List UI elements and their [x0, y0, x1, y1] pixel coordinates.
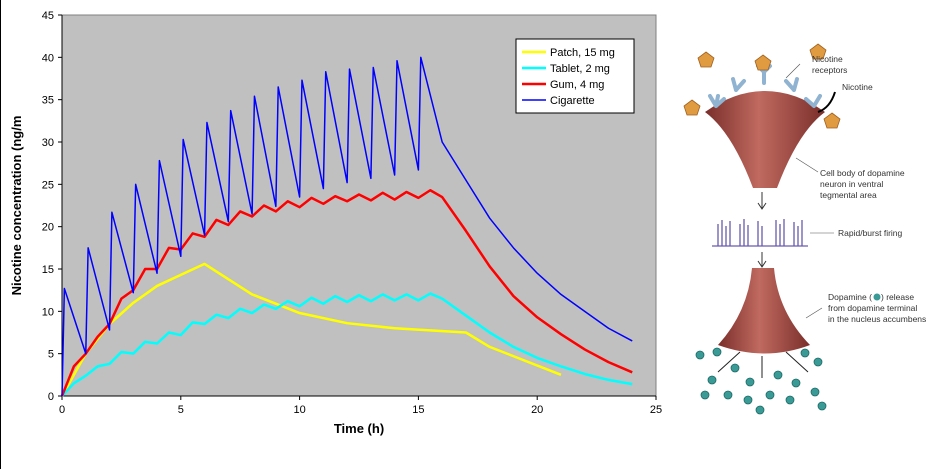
- y-tick-label: 0: [48, 391, 54, 403]
- x-tick-label: 15: [412, 404, 424, 416]
- series-line: [60, 189, 633, 397]
- spike-train: [712, 219, 808, 247]
- cell-body: [705, 91, 825, 188]
- y-tick-label: 20: [42, 222, 54, 234]
- dopamine-icon: [873, 293, 881, 301]
- y-tick-label: 30: [42, 137, 54, 149]
- series-line: [61, 292, 633, 397]
- release-label: ) release: [881, 292, 914, 302]
- release-arrows: [717, 351, 809, 378]
- cell-body-label: tegmental area: [820, 190, 877, 200]
- nicotine-arrow: [817, 91, 836, 113]
- cell-body-label: neuron in ventral: [820, 179, 883, 189]
- legend-label: Tablet, 2 mg: [550, 63, 610, 75]
- legend-label: Gum, 4 mg: [550, 79, 604, 91]
- nicotine-molecules: [683, 43, 841, 129]
- y-tick-label: 25: [42, 179, 54, 191]
- y-tick-label: 35: [42, 95, 54, 107]
- cell-body-label: Cell body of dopamine: [820, 168, 905, 178]
- y-axis-title: Nicotine concentration (ng/m: [9, 116, 24, 296]
- arrow: [757, 192, 767, 210]
- x-tick-label: 20: [531, 404, 543, 416]
- neuron-diagram: Nicotine receptors Nicotine Cell body of…: [683, 43, 926, 415]
- release-label: Dopamine (: [828, 292, 872, 302]
- terminal: [718, 268, 810, 354]
- firing-label: Rapid/burst firing: [838, 228, 903, 238]
- y-tick-label: 5: [48, 349, 54, 361]
- legend: Patch, 15 mg Tablet, 2 mg Gum, 4 mg Cigaret…: [515, 38, 635, 114]
- receptors: [708, 64, 822, 108]
- series-line: [60, 262, 562, 397]
- leader: [805, 307, 823, 319]
- nicotine-label: Nicotine: [842, 82, 873, 92]
- receptors-label: Nicotine: [812, 54, 843, 64]
- x-tick-label: 0: [59, 404, 65, 416]
- release-label: from dopamine terminal: [828, 303, 917, 313]
- x-tick-label: 5: [178, 404, 184, 416]
- legend-label: Patch, 15 mg: [550, 47, 615, 59]
- x-tick-label: 25: [650, 404, 662, 416]
- x-axis-title: Time (h): [334, 421, 384, 436]
- plot: 0 5 10 15 20 25 30 35 40 45 0 5 10 15 20 25 Time (h) Nico…: [9, 10, 662, 436]
- legend-label: Cigarette: [550, 95, 595, 107]
- release-label: in the nucleus accumbens: [828, 314, 926, 324]
- y-tick-label: 45: [42, 10, 54, 22]
- leader: [785, 63, 801, 79]
- series-line: [61, 56, 633, 397]
- y-tick-label: 40: [42, 52, 54, 64]
- arrow: [757, 252, 767, 268]
- dopamine-molecules: [695, 347, 827, 415]
- y-tick-label: 15: [42, 264, 54, 276]
- x-tick-label: 10: [293, 404, 305, 416]
- y-tick-label: 10: [42, 306, 54, 318]
- leader: [795, 157, 819, 173]
- receptors-label: receptors: [812, 65, 847, 75]
